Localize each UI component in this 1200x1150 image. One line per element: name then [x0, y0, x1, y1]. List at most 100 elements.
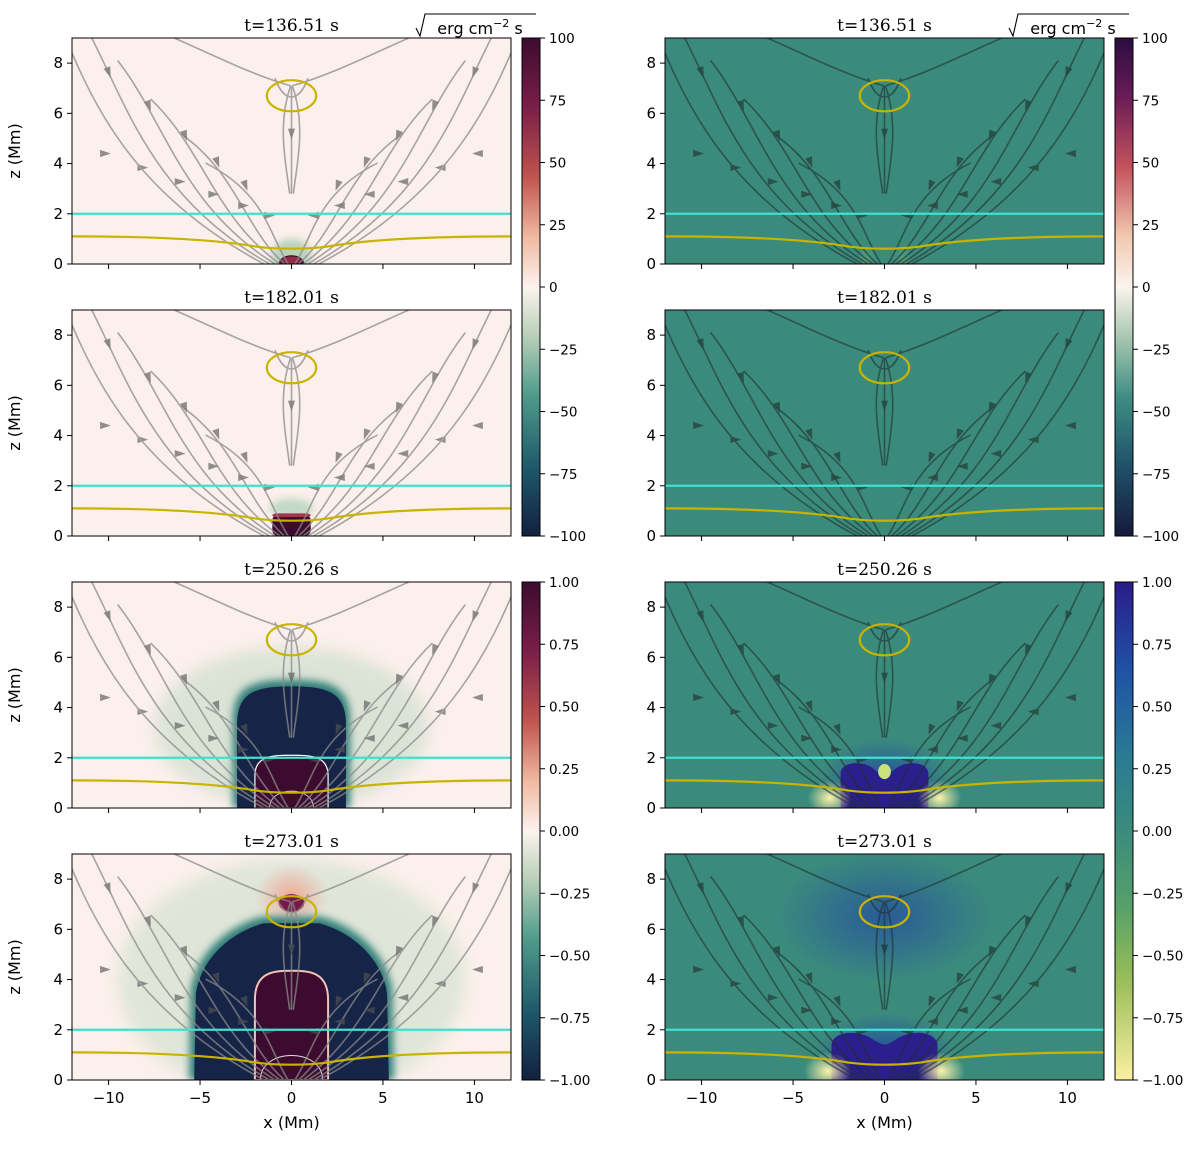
colorbar-tick-label: 75 [549, 93, 566, 109]
streamline [765, 310, 884, 359]
streamline-arrow [696, 610, 704, 622]
x-tick-label: 0 [287, 1089, 297, 1107]
y-tick-label: 0 [53, 527, 63, 545]
x-axis-label: x (Mm) [856, 1113, 912, 1132]
streamline [884, 357, 894, 466]
streamline [292, 582, 411, 631]
y-tick-label: 8 [53, 870, 63, 888]
y-tick-label: 6 [646, 104, 656, 122]
panel-1: t=136.51 s 0 2 4 6 8 z (Mm) [5, 16, 512, 273]
streamline-arrow [956, 428, 964, 440]
y-tick-label: 8 [53, 54, 63, 72]
panel-title: t=182.01 s [837, 288, 932, 308]
streamline-arrow [927, 745, 938, 754]
streamline [885, 310, 1004, 359]
streamline-arrow [212, 700, 220, 712]
heat-positive-core [254, 754, 329, 808]
streamline-arrow [174, 994, 186, 1002]
colorbar-tick-label: 0.25 [1142, 762, 1172, 778]
x-tick-label: 10 [465, 1089, 484, 1107]
streamline-arrow [988, 945, 996, 957]
plot-area [665, 38, 1104, 264]
streamline [906, 310, 1086, 536]
streamline [282, 629, 292, 738]
streamline [274, 349, 309, 370]
y-tick-label: 4 [53, 427, 63, 445]
colorbar-tick-label: 0.75 [549, 637, 579, 653]
streamline-arrow [1106, 319, 1113, 330]
streamline [318, 595, 511, 808]
colorbar-tick-label: −25 [549, 342, 578, 358]
yellow-contour-loop [265, 79, 318, 113]
streamline [172, 38, 291, 87]
streamline-arrow [513, 591, 520, 602]
streamline [172, 310, 291, 359]
streamline-arrow [363, 156, 371, 168]
colorbar-tick-label: 0.00 [1142, 824, 1172, 840]
streamline-arrow [208, 734, 220, 742]
streamline [179, 676, 285, 808]
x-tick-label: 10 [1058, 1089, 1077, 1107]
streamline [885, 854, 1004, 903]
y-tick-label: 0 [53, 255, 63, 273]
streamline [867, 893, 902, 914]
streamline [274, 621, 309, 642]
x-tick-label: −10 [93, 1089, 125, 1107]
streamline-arrow [1065, 66, 1073, 78]
streamline [710, 876, 869, 1080]
plot-area [72, 854, 511, 1080]
streamline [282, 357, 292, 466]
colorbar-tick-label: 100 [1142, 31, 1168, 47]
streamline-arrow [1065, 149, 1076, 158]
streamline-arrow [801, 190, 813, 198]
streamline-arrow [656, 319, 663, 330]
colorbar-unit: erg cm−2 s [1030, 17, 1115, 38]
streamline [885, 582, 1004, 631]
panel-6: t=250.26 s 0 2 4 6 8 [646, 560, 1105, 817]
streamline [891, 132, 997, 264]
streamline [72, 323, 265, 536]
streamline-arrow [773, 945, 781, 957]
streamline-arrow [956, 1006, 968, 1014]
colorbar-tick-label: 75 [1142, 93, 1159, 109]
plot-area [656, 310, 1113, 536]
streamline-arrow [988, 129, 996, 141]
streamline-arrow [990, 450, 1002, 458]
streamlines [665, 854, 1104, 1080]
streamline [900, 876, 1059, 1080]
streamline-arrow [212, 428, 220, 440]
streamline [683, 38, 863, 264]
y-axis-label: z (Mm) [5, 123, 24, 178]
streamline-arrow [990, 178, 1002, 186]
streamline-arrow [696, 338, 704, 350]
x-tick-label: −5 [189, 1089, 211, 1107]
colorbar-tick-label: 100 [549, 31, 575, 47]
streamline-arrow [1065, 693, 1076, 702]
streamline-arrow [927, 1017, 938, 1026]
streamline-arrow [805, 972, 813, 984]
streamline [313, 310, 493, 536]
streamlines [72, 854, 511, 1080]
panel-title: t=182.01 s [244, 288, 339, 308]
streamline [900, 332, 1059, 536]
streamline [291, 901, 301, 1010]
colorbar-tick-label: 0.75 [1142, 637, 1172, 653]
streamline-arrow [174, 178, 186, 186]
streamline-arrow [956, 972, 964, 984]
streamline-arrow [928, 179, 936, 191]
streamline-arrow [693, 965, 704, 974]
streamline-arrow [831, 201, 842, 210]
streamline [313, 38, 493, 264]
streamline [291, 629, 301, 738]
streamline [891, 404, 997, 536]
streamlines [72, 582, 520, 808]
yellow-contour-loop [858, 351, 911, 385]
streamline [765, 854, 884, 903]
streamline-arrow [208, 1006, 220, 1014]
streamline [911, 323, 1104, 536]
streamline-arrow [696, 882, 704, 894]
colorbar-3: 1.00 0.75 0.50 0.25 0.00 −0.25 −0.50 −0.75 −1.00 [521, 575, 590, 1089]
streamline-arrow [363, 428, 371, 440]
colorbar-tick-label: −75 [549, 467, 578, 483]
streamline [117, 60, 276, 264]
